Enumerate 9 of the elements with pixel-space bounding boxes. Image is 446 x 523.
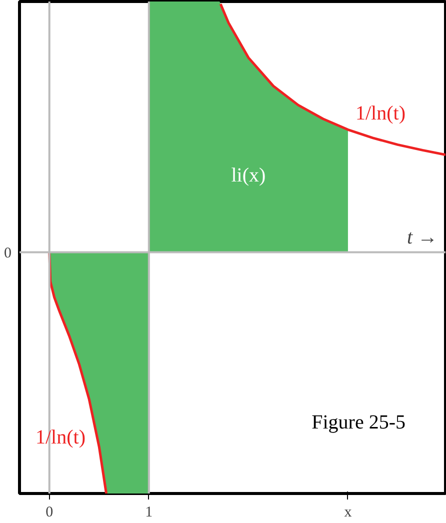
series-label: 1/ln(t) (356, 102, 406, 125)
annotation: Figure 25-5 (312, 412, 406, 434)
x-tick-label: 1 (145, 504, 153, 520)
ref-line-label: 0 (4, 245, 12, 262)
annotation: li(x) (231, 164, 266, 186)
annotation: 1/ln(t) (36, 426, 86, 448)
x-tick-label: x (344, 504, 352, 520)
x-tick-label: 0 (46, 504, 54, 520)
x-axis-title: t → (406, 226, 438, 248)
